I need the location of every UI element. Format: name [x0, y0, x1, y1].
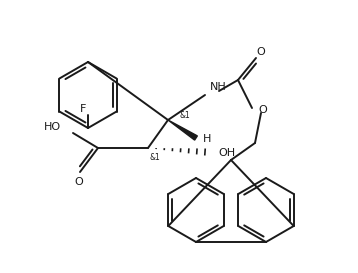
Text: O: O: [74, 177, 83, 187]
Text: NH: NH: [210, 82, 227, 92]
Polygon shape: [168, 120, 197, 140]
Text: HO: HO: [44, 122, 61, 132]
Text: H: H: [203, 134, 211, 144]
Text: OH: OH: [218, 148, 235, 158]
Text: &1: &1: [179, 111, 190, 120]
Text: O: O: [257, 47, 265, 57]
Text: O: O: [258, 105, 267, 115]
Text: F: F: [80, 104, 86, 114]
Text: &1: &1: [150, 153, 161, 162]
